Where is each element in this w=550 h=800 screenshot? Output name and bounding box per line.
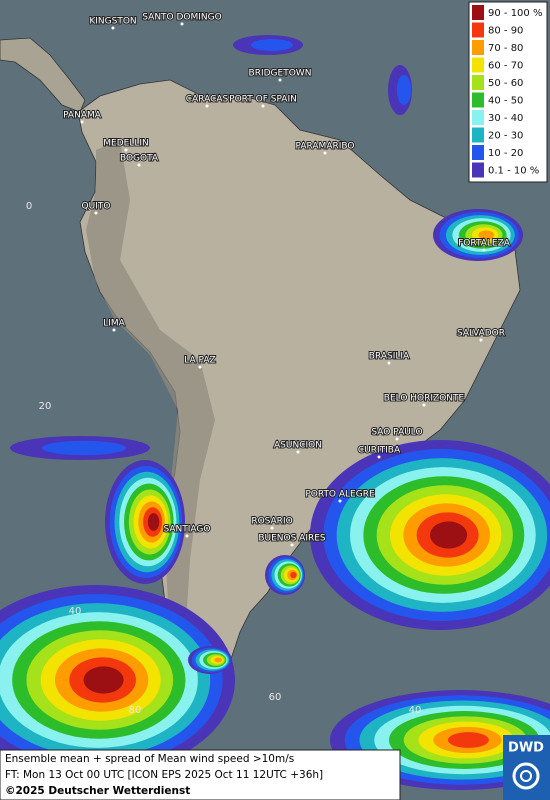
grid-label: 20 <box>39 401 52 412</box>
wind-area <box>478 230 495 240</box>
wind-area <box>396 75 412 105</box>
city-dot <box>94 211 98 215</box>
legend-swatch <box>472 57 484 73</box>
wind-area <box>83 666 124 694</box>
wind-area <box>147 513 160 531</box>
city-label: PANAMA <box>63 111 102 121</box>
legend-label: 40 - 50 <box>488 96 523 107</box>
grid-label: 60 <box>269 692 282 703</box>
city-dot <box>395 437 399 441</box>
city-label: SANTO DOMINGO <box>142 13 221 23</box>
city-dot <box>137 163 141 167</box>
footer-box <box>0 749 401 800</box>
footer-line: FT: Mon 13 Oct 00 UTC [ICON EPS 2025 Oct… <box>5 769 323 781</box>
city-dot <box>185 534 189 538</box>
city-dot <box>111 26 115 30</box>
city-dot <box>198 365 202 369</box>
legend-label: 80 - 90 <box>488 26 523 37</box>
wind-probability <box>0 35 550 790</box>
logo-swirl <box>512 762 540 790</box>
wind-area <box>447 732 489 748</box>
city-label: QUITO <box>82 202 111 212</box>
footer: Ensemble mean + spread of Mean wind spee… <box>0 749 401 800</box>
city-label: LA PAZ <box>184 356 215 366</box>
footer-line: Ensemble mean + spread of Mean wind spee… <box>5 753 294 765</box>
city-dot <box>290 543 294 547</box>
legend-items: 90 - 100 % 80 - 90 70 - 80 60 - 70 50 - 60 40… <box>472 5 542 178</box>
city-label: CARACAS <box>186 95 229 105</box>
city-dot <box>180 22 184 26</box>
city-dot <box>338 499 342 503</box>
legend-label: 60 - 70 <box>488 61 523 72</box>
city-label: BRIDGETOWN <box>249 69 312 79</box>
city-label: BOGOTA <box>120 154 159 164</box>
city-label: PORTO ALEGRE <box>305 490 375 500</box>
city-label: KINGSTON <box>89 17 136 27</box>
logo: DWD <box>503 735 550 800</box>
legend-swatch <box>472 145 484 160</box>
wind-area <box>290 571 297 579</box>
andes <box>86 140 215 722</box>
legend-swatch <box>472 162 484 178</box>
legend-label: 90 - 100 % <box>488 8 542 19</box>
wind-area <box>430 521 468 549</box>
city-dot <box>323 151 327 155</box>
city-dot <box>387 361 391 365</box>
legend-label: 20 - 30 <box>488 131 523 142</box>
legend-swatch <box>472 110 484 125</box>
legend-swatch <box>472 22 484 38</box>
city-dot <box>422 403 426 407</box>
grid-label: 40 <box>69 606 82 617</box>
legend-label: 70 - 80 <box>488 43 523 54</box>
city-dot <box>124 148 128 152</box>
legend-label: 0.1 - 10 % <box>488 166 539 177</box>
city-label: BRASILIA <box>369 352 410 362</box>
legend-swatch <box>472 5 484 20</box>
legend: 90 - 100 % 80 - 90 70 - 80 60 - 70 50 - 60 40… <box>468 1 548 183</box>
legend-swatch <box>472 40 484 55</box>
city-label: LIMA <box>103 319 125 329</box>
city-dot <box>112 328 116 332</box>
city-label: MEDELLIN <box>103 139 148 149</box>
city-dot <box>80 120 84 124</box>
city-dot <box>278 78 282 82</box>
footer-line: ©2025 Deutscher Wetterdienst <box>5 785 190 797</box>
wind-area <box>42 440 126 456</box>
city-label: ASUNCION <box>274 441 322 451</box>
logo-swirl <box>520 770 532 782</box>
legend-label: 10 - 20 <box>488 148 523 159</box>
grid-label: 80 <box>129 705 142 716</box>
wind-area <box>214 657 223 663</box>
city-dot <box>261 104 265 108</box>
legend-swatch <box>472 92 484 108</box>
city-label: PORT OF SPAIN <box>229 95 297 105</box>
city-label: SANTIAGO <box>164 525 211 535</box>
city-dot <box>479 338 483 342</box>
grid-label: 0 <box>26 201 32 212</box>
city-label: BELO HORIZONTE <box>384 394 465 404</box>
city-label: CURITIBA <box>358 446 401 456</box>
city-dot <box>377 455 381 459</box>
grid-label: 40 <box>409 705 422 716</box>
city-label: SALVADOR <box>457 329 505 339</box>
city-dot <box>482 248 486 252</box>
city-label: BUENOS AIRES <box>258 534 326 544</box>
legend-label: 30 - 40 <box>488 113 523 124</box>
legend-label: 50 - 60 <box>488 78 523 89</box>
wind-area <box>251 39 293 51</box>
legend-swatch <box>472 127 484 143</box>
city-dot <box>270 526 274 530</box>
city-label: ROSARIO <box>251 517 292 527</box>
city-dot <box>205 104 209 108</box>
legend-swatch <box>472 75 484 90</box>
city-label: FORTALEZA <box>458 239 511 249</box>
city-label: PARAMARIBO <box>296 142 355 152</box>
city-dot <box>296 450 300 454</box>
logo-text: DWD <box>508 741 544 756</box>
city-label: SAO PAULO <box>371 428 422 438</box>
